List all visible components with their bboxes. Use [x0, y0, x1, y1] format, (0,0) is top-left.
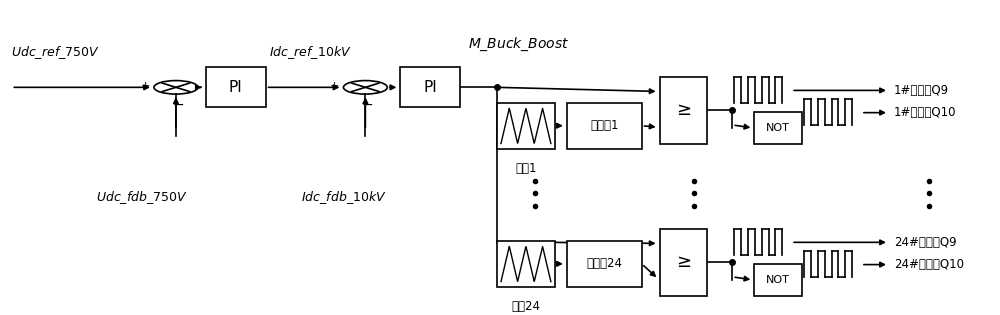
Text: 移相角24: 移相角24 — [586, 257, 622, 270]
Text: ≥: ≥ — [676, 253, 691, 271]
FancyBboxPatch shape — [567, 103, 642, 149]
Text: 24#模组的Q10: 24#模组的Q10 — [894, 258, 964, 271]
Text: 载波1: 载波1 — [515, 162, 537, 175]
Text: 24#模组的Q9: 24#模组的Q9 — [894, 236, 957, 249]
FancyBboxPatch shape — [567, 241, 642, 287]
Text: NOT: NOT — [766, 123, 790, 133]
Text: PI: PI — [229, 80, 243, 95]
FancyBboxPatch shape — [497, 241, 555, 287]
FancyBboxPatch shape — [754, 112, 802, 144]
FancyBboxPatch shape — [754, 264, 802, 296]
Text: +: + — [141, 81, 150, 91]
Text: NOT: NOT — [766, 275, 790, 285]
Text: PI: PI — [423, 80, 437, 95]
Text: $Idc\_ref\_10kV$: $Idc\_ref\_10kV$ — [269, 43, 351, 60]
Text: $M\_Buck\_Boost$: $M\_Buck\_Boost$ — [468, 36, 570, 53]
Text: +: + — [330, 81, 339, 91]
Text: 1#模组的Q10: 1#模组的Q10 — [894, 106, 956, 119]
Text: $Udc\_ref\_750V$: $Udc\_ref\_750V$ — [11, 43, 100, 60]
Text: 移相角1: 移相角1 — [590, 119, 618, 132]
Text: $Udc\_fdb\_750V$: $Udc\_fdb\_750V$ — [96, 189, 188, 206]
Text: 载波24: 载波24 — [511, 300, 540, 313]
Text: 1#模组的Q9: 1#模组的Q9 — [894, 84, 949, 97]
FancyBboxPatch shape — [497, 103, 555, 149]
FancyBboxPatch shape — [206, 67, 266, 107]
FancyBboxPatch shape — [400, 67, 460, 107]
FancyBboxPatch shape — [660, 228, 707, 296]
Text: $Idc\_fdb\_10kV$: $Idc\_fdb\_10kV$ — [301, 189, 386, 206]
Text: −: − — [172, 98, 184, 112]
Text: −: − — [362, 98, 373, 112]
FancyBboxPatch shape — [660, 77, 707, 144]
Text: ≥: ≥ — [676, 101, 691, 119]
